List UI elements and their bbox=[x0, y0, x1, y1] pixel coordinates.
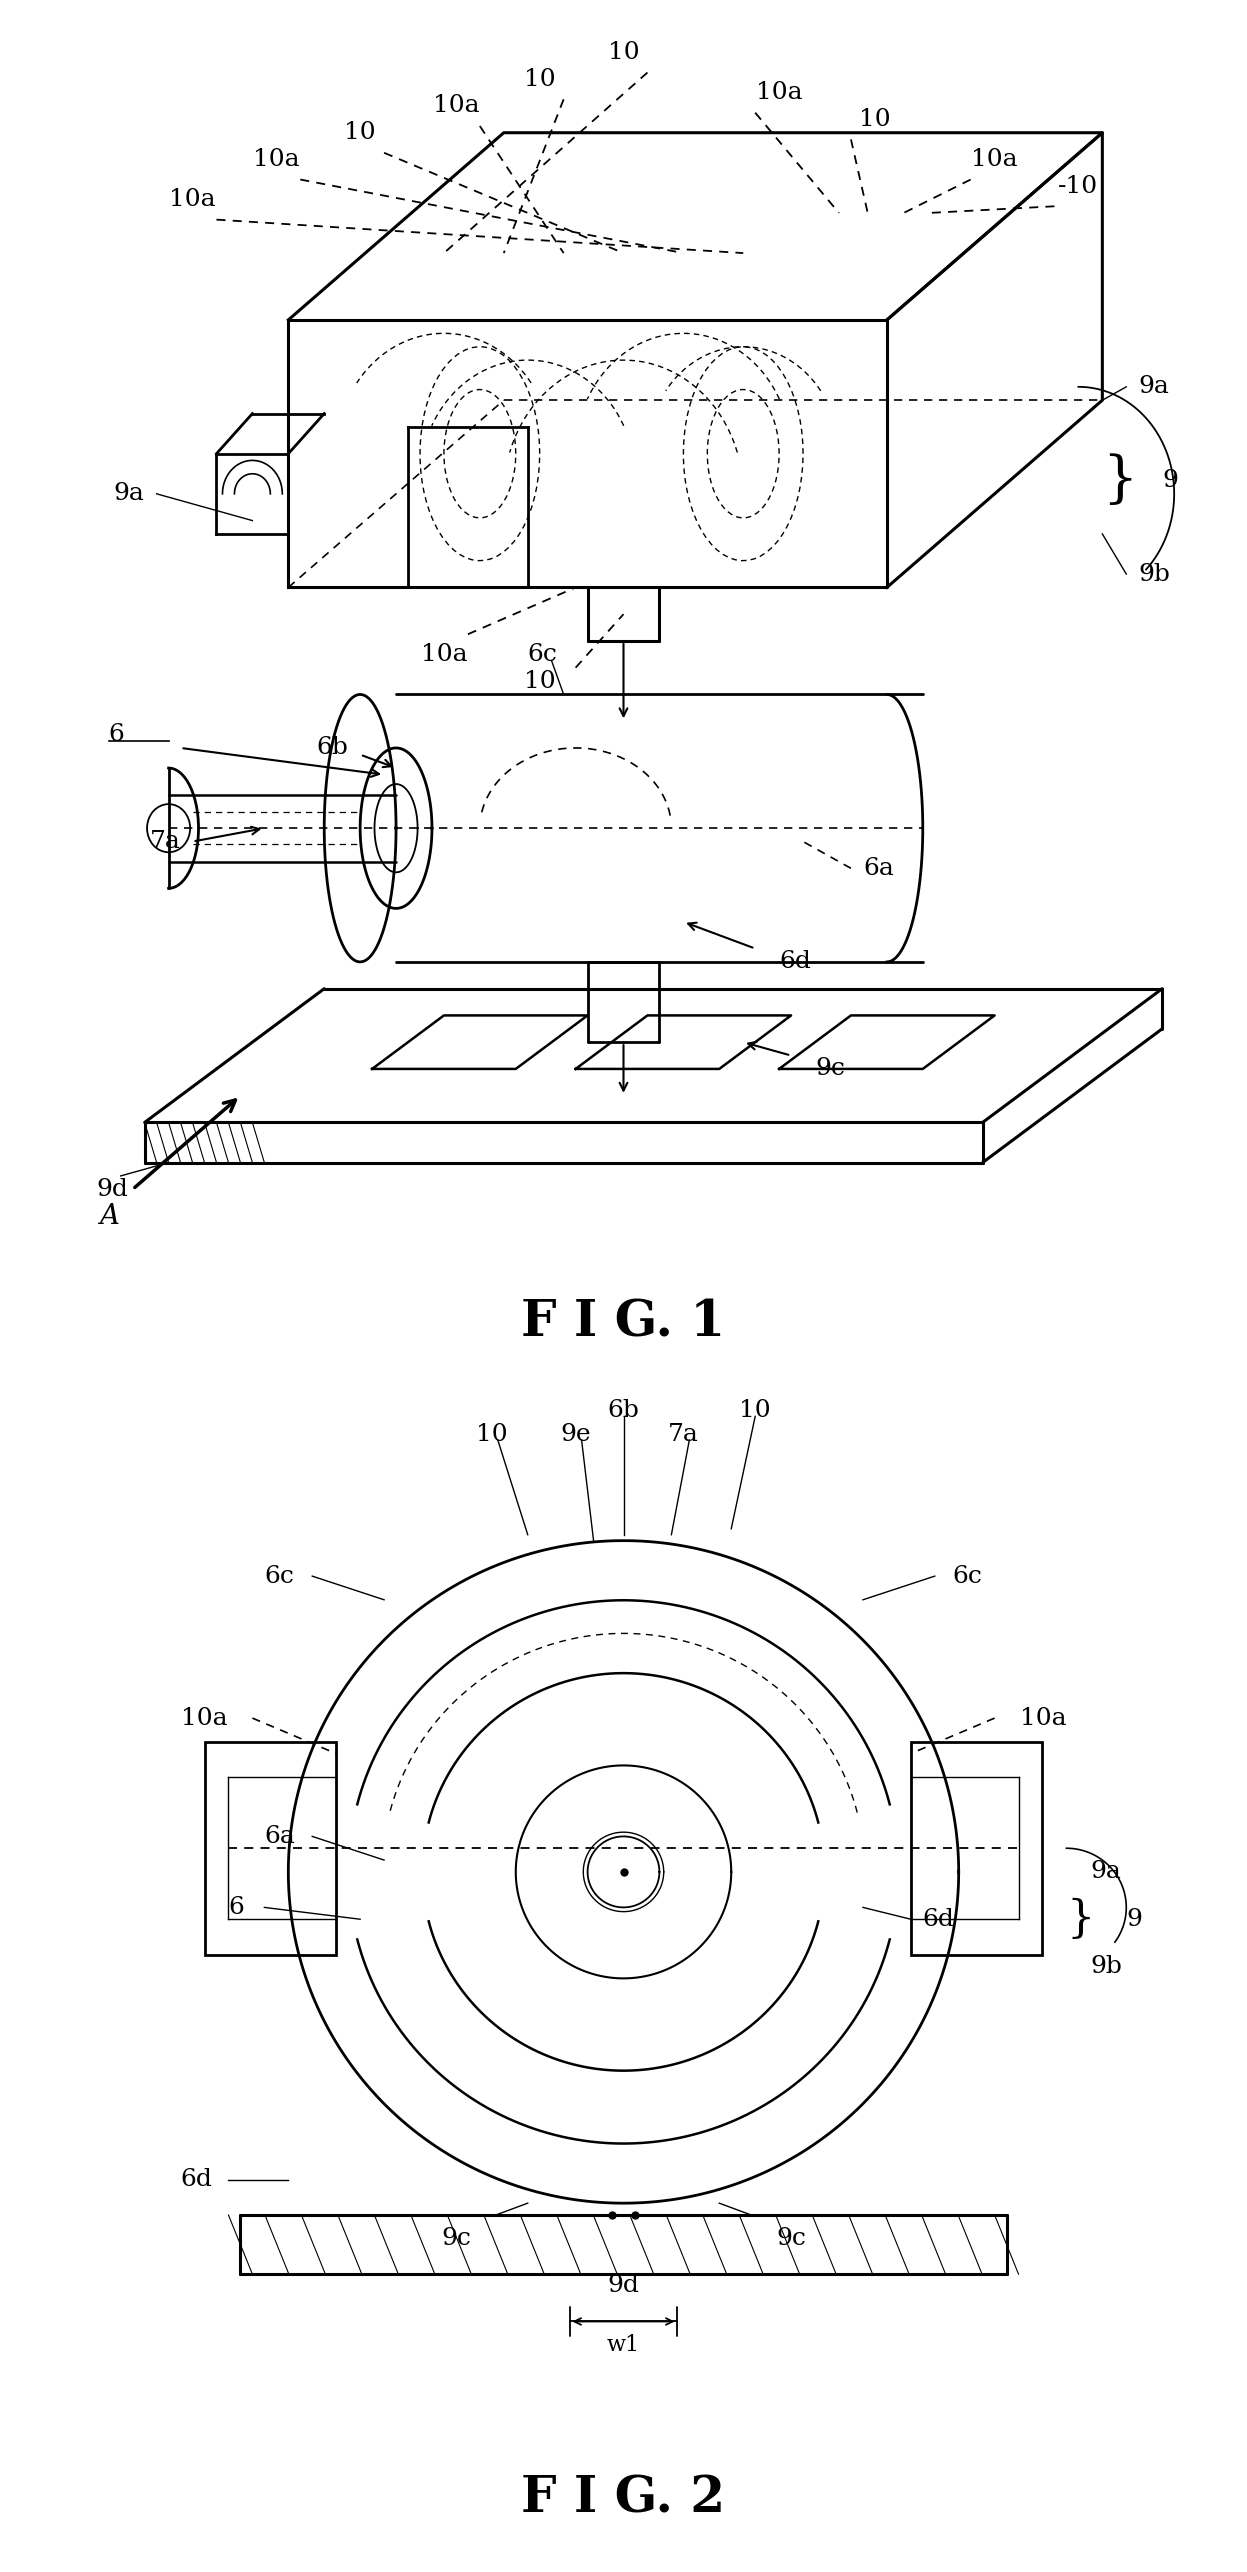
Text: 9a: 9a bbox=[113, 484, 145, 504]
Text: 10: 10 bbox=[859, 108, 890, 131]
Text: 10a: 10a bbox=[420, 643, 468, 666]
Text: 10a: 10a bbox=[433, 95, 479, 118]
Text: 6c: 6c bbox=[953, 1564, 983, 1587]
Text: 7a: 7a bbox=[668, 1422, 698, 1445]
Text: 10: 10 bbox=[607, 41, 640, 64]
Text: 10: 10 bbox=[344, 121, 375, 144]
Text: 6a: 6a bbox=[264, 1826, 296, 1847]
Text: -10: -10 bbox=[1059, 175, 1099, 198]
Text: 10: 10 bbox=[476, 1422, 508, 1445]
Text: 6c: 6c bbox=[527, 643, 557, 666]
Text: F I G. 1: F I G. 1 bbox=[521, 1299, 726, 1348]
Text: 6a: 6a bbox=[863, 856, 894, 880]
Text: 6: 6 bbox=[108, 723, 125, 746]
Text: 6b: 6b bbox=[607, 1399, 640, 1422]
Text: 9: 9 bbox=[1126, 1908, 1142, 1932]
Text: 9b: 9b bbox=[1090, 1955, 1122, 1978]
Text: 10a: 10a bbox=[756, 82, 802, 103]
Text: 6c: 6c bbox=[264, 1564, 294, 1587]
Text: 10a: 10a bbox=[181, 1708, 227, 1728]
Text: 9d: 9d bbox=[97, 1178, 128, 1201]
Bar bbox=[205, 1741, 337, 1955]
Text: F I G. 2: F I G. 2 bbox=[521, 2474, 726, 2523]
Text: }: } bbox=[1102, 453, 1137, 507]
Text: 10: 10 bbox=[524, 669, 555, 692]
Text: 9d: 9d bbox=[607, 2274, 640, 2297]
Text: A: A bbox=[99, 1204, 118, 1229]
Text: 9: 9 bbox=[1162, 468, 1178, 491]
Text: 10a: 10a bbox=[971, 149, 1018, 170]
Text: 9c: 9c bbox=[776, 2227, 806, 2250]
Text: 6b: 6b bbox=[317, 736, 348, 759]
Text: 10a: 10a bbox=[253, 149, 299, 170]
Text: 6d: 6d bbox=[779, 952, 811, 972]
Text: 7a: 7a bbox=[150, 831, 181, 854]
Text: 9c: 9c bbox=[816, 1057, 845, 1080]
Bar bbox=[910, 1741, 1042, 1955]
Text: 10: 10 bbox=[524, 67, 555, 90]
Text: 9b: 9b bbox=[1139, 563, 1170, 586]
Text: 9a: 9a bbox=[1090, 1860, 1121, 1883]
Text: w1: w1 bbox=[607, 2335, 640, 2356]
Text: 9a: 9a bbox=[1139, 376, 1170, 399]
Text: 6d: 6d bbox=[181, 2168, 212, 2191]
Text: }: } bbox=[1066, 1898, 1095, 1942]
Text: 6d: 6d bbox=[923, 1908, 955, 1932]
Text: 9e: 9e bbox=[560, 1422, 591, 1445]
Text: 6: 6 bbox=[228, 1896, 244, 1919]
Polygon shape bbox=[241, 2214, 1006, 2274]
Text: 10a: 10a bbox=[170, 188, 216, 211]
Text: 10: 10 bbox=[739, 1399, 771, 1422]
Text: 9c: 9c bbox=[441, 2227, 471, 2250]
Text: 10a: 10a bbox=[1020, 1708, 1066, 1728]
